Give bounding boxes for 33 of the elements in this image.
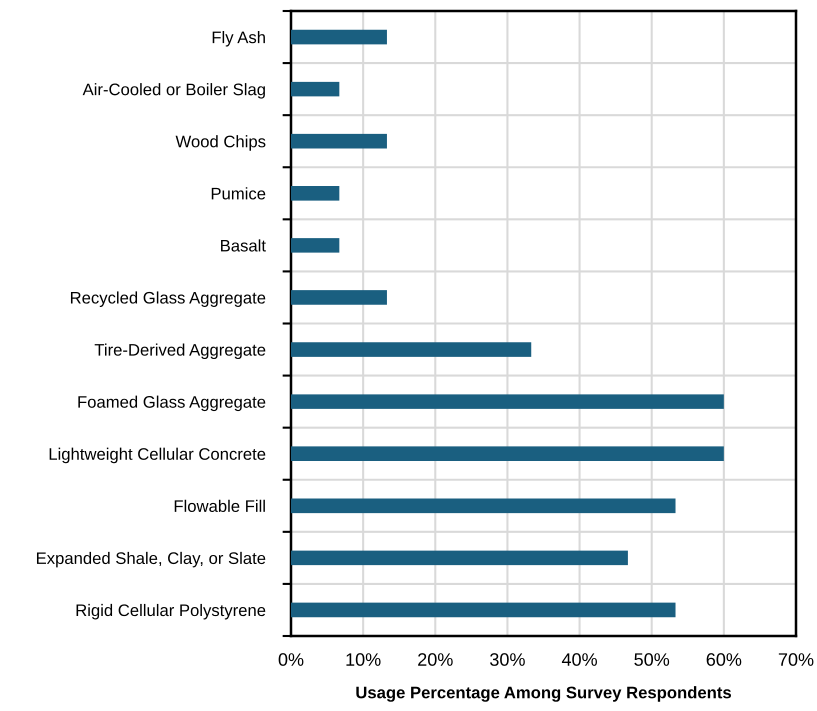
y-tick-label: Foamed Glass Aggregate <box>78 396 266 412</box>
y-tick-label: Tire-Derived Aggregate <box>94 344 266 360</box>
bar <box>291 550 628 566</box>
bar <box>291 134 387 148</box>
bar <box>291 82 340 96</box>
y-tick-label: Rigid Cellular Polystyrene <box>76 604 266 620</box>
bar <box>291 30 387 44</box>
x-tick-label: 0% <box>278 653 304 666</box>
y-tick-label: Recycled Glass Aggregate <box>70 291 266 307</box>
y-tick-label: Basalt <box>221 239 266 252</box>
bar <box>291 498 676 514</box>
bar <box>291 446 724 461</box>
y-tick-label: Flowable Fill <box>174 500 265 512</box>
x-tick-label: 30% <box>490 653 525 666</box>
bar <box>291 186 340 201</box>
x-tick-label: 60% <box>706 653 742 666</box>
x-tick-label: 10% <box>346 653 381 666</box>
y-tick-label: Expanded Shale, Clay, or Slate <box>36 552 266 568</box>
x-axis-title: Usage Percentage Among Survey Respondents <box>356 686 731 702</box>
y-tick-label: Fly Ash <box>212 31 265 47</box>
y-tick-label: Lightweight Cellular Concrete <box>50 448 266 464</box>
x-tick-label: 40% <box>562 653 597 666</box>
bar <box>291 602 676 618</box>
x-tick-label: 50% <box>634 653 670 666</box>
x-tick-label: 20% <box>418 653 453 666</box>
bar <box>291 238 340 253</box>
y-tick-label: Air-Cooled or Boiler Slag <box>82 83 265 99</box>
x-tick-label: 70% <box>778 653 814 666</box>
y-tick-label: Wood Chips <box>176 135 266 151</box>
bar <box>291 290 387 305</box>
y-tick-label: Pumice <box>212 187 266 200</box>
bar <box>291 342 532 357</box>
bar <box>291 394 724 409</box>
